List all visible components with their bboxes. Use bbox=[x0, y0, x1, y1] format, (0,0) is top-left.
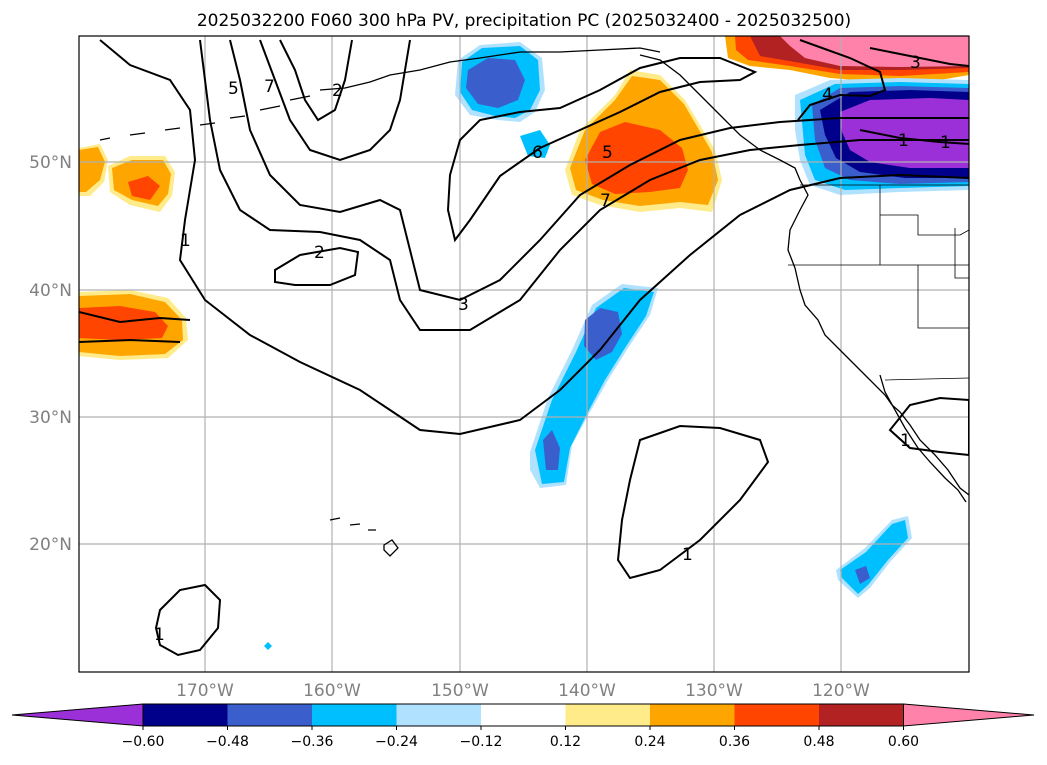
figure-title: 2025032200 F060 300 hPa PV, precipitatio… bbox=[197, 11, 851, 31]
pv-contour-2 bbox=[199, 39, 969, 331]
pv-contour-closed-baja bbox=[888, 396, 969, 457]
colorbar-segment bbox=[481, 704, 566, 726]
contour-label: 5 bbox=[228, 79, 239, 99]
contour-label: 7 bbox=[264, 77, 275, 97]
precip-negative-patch-north-mid bbox=[466, 58, 525, 108]
pv-contour-6-closed bbox=[446, 57, 758, 243]
contour-label: 2 bbox=[314, 243, 325, 263]
precip-negative-patch-ne-purple bbox=[840, 98, 969, 168]
precip-positive-patch-w2-red bbox=[128, 176, 160, 200]
lon-label: 130°W bbox=[685, 681, 743, 701]
lat-label: 30°N bbox=[29, 408, 72, 428]
state-borders bbox=[788, 185, 969, 381]
colorbar-tick-label: 0.48 bbox=[803, 734, 834, 750]
colorbar-tick-label: 0.12 bbox=[550, 734, 581, 750]
precip-positive-patch-w1-orange bbox=[79, 147, 105, 192]
colorbar-segment bbox=[143, 704, 228, 726]
contour-label: 3 bbox=[458, 295, 469, 315]
colorbar: −0.60 −0.48 −0.36 −0.24 −0.12 0.12 0.24 0.36 0.4… bbox=[11, 703, 1035, 750]
colorbar-tick-label: −0.12 bbox=[460, 734, 503, 750]
contour-label: 1 bbox=[154, 625, 165, 645]
pv-contour-west-edge bbox=[79, 311, 191, 324]
contour-label: 1 bbox=[940, 133, 951, 153]
alaska-coast bbox=[319, 47, 661, 91]
colorbar-outline bbox=[142, 703, 904, 727]
map-frame bbox=[78, 35, 970, 673]
lon-label: 120°W bbox=[812, 681, 870, 701]
colorbar-tick-label: 0.36 bbox=[719, 734, 750, 750]
contour-label: 1 bbox=[682, 545, 693, 565]
colorbar-segment bbox=[312, 704, 397, 726]
precip-negative-band-central-mid bbox=[584, 308, 622, 360]
map-layers: 1 2 3 4 5 6 7 1 1 1 1 1 2 3 5 7 bbox=[79, 36, 969, 672]
lat-label: 40°N bbox=[29, 281, 72, 301]
latitude-labels: 50°N 40°N 30°N 20°N bbox=[29, 153, 72, 555]
colorbar-tick-label: −0.24 bbox=[375, 734, 418, 750]
precip-positive-patch-w3-red bbox=[79, 306, 168, 340]
colorbar-extend-high bbox=[903, 703, 1035, 727]
colorbar-extend-low bbox=[11, 703, 144, 727]
pv-contour-4 bbox=[259, 39, 411, 162]
longitude-labels: 170°W 160°W 150°W 140°W 130°W 120°W bbox=[176, 681, 870, 701]
pv-contours bbox=[79, 39, 969, 657]
pv-contour-1-west bbox=[99, 39, 969, 436]
lon-label: 150°W bbox=[431, 681, 489, 701]
pv-contour-3 bbox=[229, 39, 969, 302]
baja-coast bbox=[879, 374, 967, 503]
precip-negative-patch-se-mid bbox=[855, 566, 870, 584]
lon-label: 170°W bbox=[176, 681, 234, 701]
aleutian-islands bbox=[99, 95, 311, 141]
contour-label: 1 bbox=[180, 231, 191, 251]
contour-labels: 1 2 3 4 5 6 7 1 1 1 1 1 2 3 5 7 bbox=[154, 53, 951, 645]
contour-label: 1 bbox=[900, 431, 911, 451]
colorbar-segment bbox=[734, 704, 820, 726]
pv-contour-closed-sw bbox=[154, 583, 222, 657]
lat-label: 50°N bbox=[29, 153, 72, 173]
contour-label: 2 bbox=[332, 81, 343, 101]
coastlines bbox=[99, 47, 969, 557]
colorbar-tick-label: 0.60 bbox=[888, 734, 919, 750]
contour-label: 4 bbox=[822, 85, 833, 105]
contour-label: 1 bbox=[898, 131, 909, 151]
north-america-coast bbox=[639, 54, 969, 496]
contour-label: 3 bbox=[910, 53, 921, 73]
pv-contour-west-edge-2 bbox=[79, 338, 181, 343]
colorbar-segment bbox=[396, 704, 482, 726]
lat-label: 20°N bbox=[29, 535, 72, 555]
colorbar-segment bbox=[650, 704, 735, 726]
pv-contour-closed-south bbox=[616, 424, 770, 580]
precip-negative-patch-north-small bbox=[520, 130, 550, 158]
contour-label: 6 bbox=[532, 143, 543, 163]
colorbar-tick-label: −0.60 bbox=[122, 734, 165, 750]
colorbar-tick-label: −0.36 bbox=[291, 734, 334, 750]
colorbar-segment bbox=[819, 704, 904, 726]
contour-label: 7 bbox=[600, 191, 611, 211]
precip-negative-band-central-low bbox=[543, 430, 560, 470]
precip-negative-speck bbox=[264, 642, 272, 650]
colorbar-segment bbox=[227, 704, 313, 726]
lon-label: 140°W bbox=[558, 681, 616, 701]
pv-contour-5 bbox=[279, 39, 353, 122]
precip-negative-band-central-blue bbox=[535, 288, 654, 484]
colorbar-tick-label: −0.48 bbox=[206, 734, 249, 750]
lon-label: 160°W bbox=[303, 681, 361, 701]
pv-contour-inner-closed bbox=[274, 246, 360, 286]
pv-contour-pos-ne bbox=[797, 39, 887, 121]
pv-contour-1-ne bbox=[859, 129, 969, 145]
contour-label: 5 bbox=[602, 143, 613, 163]
colorbar-tick-label: 0.24 bbox=[634, 734, 665, 750]
hawaii-islands bbox=[329, 517, 399, 557]
pv-contour-3-ne bbox=[869, 47, 969, 67]
precipitation-shading bbox=[79, 36, 969, 650]
colorbar-segment bbox=[565, 704, 651, 726]
